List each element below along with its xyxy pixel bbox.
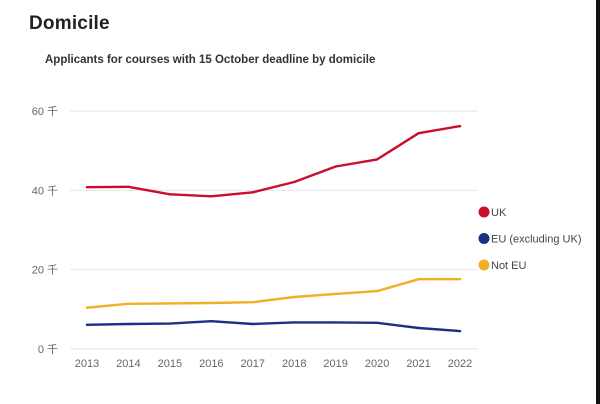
data-point bbox=[210, 320, 213, 323]
data-point bbox=[85, 323, 89, 327]
data-point bbox=[210, 301, 213, 305]
legend-item[interactable]: UK bbox=[478, 206, 507, 220]
data-point bbox=[251, 322, 254, 326]
data-point bbox=[334, 292, 337, 296]
data-point bbox=[251, 191, 254, 194]
data-point bbox=[375, 158, 379, 161]
legend-swatch bbox=[478, 233, 490, 244]
y-tick-label: 0 千 bbox=[38, 343, 58, 356]
data-point bbox=[334, 165, 337, 168]
data-point bbox=[85, 185, 89, 189]
x-tick-label: 2020 bbox=[365, 358, 389, 370]
data-point bbox=[168, 302, 172, 305]
data-point bbox=[168, 193, 172, 196]
data-point bbox=[458, 277, 462, 281]
legend-swatch bbox=[478, 206, 490, 218]
data-point bbox=[210, 195, 213, 198]
series-line-not-eu bbox=[85, 278, 462, 309]
data-point bbox=[85, 306, 89, 309]
data-point bbox=[293, 295, 296, 299]
data-point bbox=[417, 326, 420, 330]
y-axis: 0 千 20 千 40 千 60 千 bbox=[32, 105, 58, 356]
legend-item[interactable]: Not EU bbox=[478, 259, 527, 273]
series-lines bbox=[85, 124, 462, 333]
chart-title: Applicants for courses with 15 October d… bbox=[45, 54, 376, 66]
x-tick-label: 2017 bbox=[241, 358, 265, 370]
gridlines bbox=[70, 110, 478, 350]
legend-label: UK bbox=[491, 207, 507, 219]
data-point bbox=[127, 322, 130, 326]
x-axis: 2013 2014 2015 2016 2017 2018 2019 2020 2021 2022 bbox=[75, 358, 472, 370]
x-tick-label: 2021 bbox=[406, 358, 430, 370]
window-edge bbox=[596, 0, 600, 404]
y-tick-label: 60 千 bbox=[32, 105, 58, 118]
section-title: Domicile bbox=[29, 13, 110, 34]
data-point bbox=[458, 124, 462, 128]
series-line-uk bbox=[85, 124, 462, 198]
x-tick-label: 2013 bbox=[75, 358, 99, 370]
y-tick-label: 20 千 bbox=[32, 264, 58, 277]
x-tick-label: 2014 bbox=[116, 358, 140, 370]
data-point bbox=[375, 321, 379, 325]
legend: UK EU (excluding UK) Not EU bbox=[478, 206, 582, 273]
legend-label: EU (excluding UK) bbox=[491, 234, 581, 246]
x-tick-label: 2016 bbox=[199, 358, 223, 370]
x-tick-label: 2022 bbox=[448, 358, 472, 370]
x-tick-label: 2015 bbox=[158, 358, 182, 370]
x-tick-label: 2019 bbox=[323, 358, 347, 370]
data-point bbox=[127, 302, 130, 305]
series-line-eu-excluding-uk bbox=[85, 320, 462, 333]
data-point bbox=[127, 185, 130, 188]
data-point bbox=[334, 321, 337, 324]
data-point bbox=[458, 329, 462, 333]
data-point bbox=[417, 277, 420, 281]
legend-label: Not EU bbox=[491, 260, 527, 272]
legend-swatch bbox=[478, 259, 490, 271]
x-tick-label: 2018 bbox=[282, 358, 306, 370]
data-point bbox=[293, 321, 296, 324]
data-point bbox=[293, 180, 296, 184]
data-point bbox=[375, 289, 379, 293]
y-tick-label: 40 千 bbox=[32, 184, 58, 197]
legend-item[interactable]: EU (excluding UK) bbox=[478, 233, 582, 246]
data-point bbox=[417, 132, 420, 135]
data-point bbox=[168, 322, 172, 325]
data-point bbox=[251, 300, 254, 304]
